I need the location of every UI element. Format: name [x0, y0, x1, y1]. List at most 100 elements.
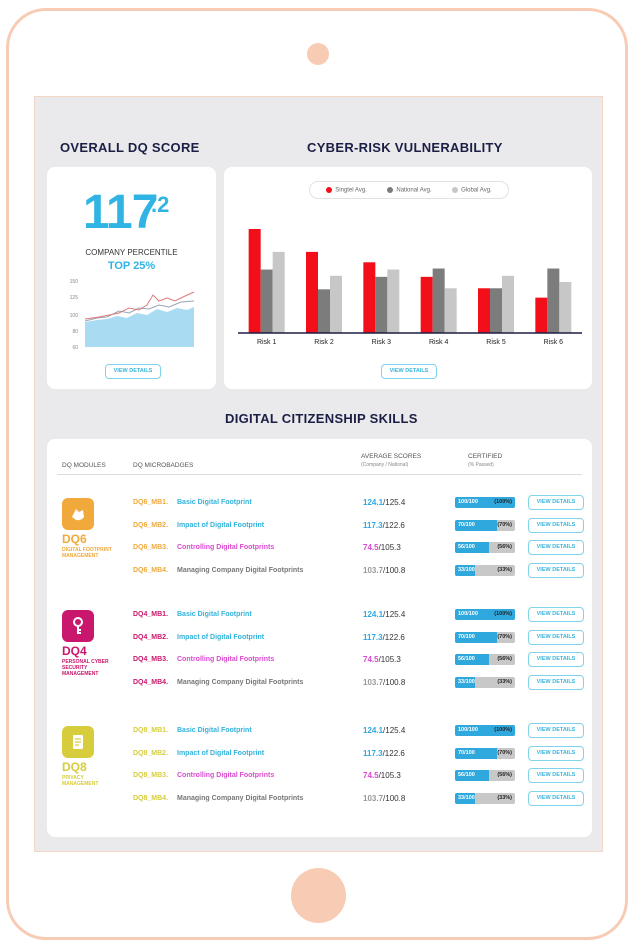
progress-fill: [455, 564, 475, 576]
certified-percent: (100%): [494, 611, 512, 617]
cyber-risk-title: CYBER-RISK VULNERABILITY: [307, 140, 503, 155]
bar-global: [502, 275, 514, 333]
microbadge-code: DQ8_MB2.: [133, 749, 169, 757]
row-view-details-button[interactable]: VIEW DETAILS: [528, 517, 584, 533]
average-score: 124.1/125.4: [363, 498, 405, 507]
bar-national: [490, 288, 502, 333]
legend-label-global: Global Avg.: [461, 187, 492, 194]
row-view-details-button[interactable]: VIEW DETAILS: [528, 723, 584, 738]
score-trend-chart: 150 125 100 80 60: [70, 279, 195, 351]
module-name: PERSONAL CYBER SECURITY MANAGEMENT: [62, 659, 109, 677]
average-score: 117.3/122.6: [363, 521, 405, 530]
microbadge-name[interactable]: Managing Company Digital Footprints: [177, 678, 304, 686]
national-score: /105.3: [378, 771, 401, 780]
national-score: /125.4: [383, 726, 406, 735]
microbadge-name[interactable]: Impact of Digital Footprint: [177, 633, 265, 641]
company-score: 103.7: [363, 677, 384, 687]
certified-percent: (33%): [497, 794, 512, 801]
x-tick-label: Risk 2: [314, 339, 334, 345]
module-code: DQ6: [62, 532, 87, 546]
national-score: /125.4: [383, 610, 406, 619]
legend-swatch-national: [387, 186, 394, 193]
x-tick-label: Risk 4: [429, 339, 449, 345]
row-view-details-button[interactable]: VIEW DETAILS: [528, 745, 584, 761]
certified-progress-bar: 70/100 (70%): [455, 519, 515, 531]
certified-fraction: 100/100: [458, 727, 478, 733]
microbadge-code: DQ4_MB1.: [133, 611, 169, 618]
bar-national: [375, 276, 388, 333]
microbadge-name[interactable]: Controlling Digital Footprints: [177, 544, 275, 551]
microbadge-name[interactable]: Managing Company Digital Footprints: [177, 566, 304, 574]
microbadge-name[interactable]: Basic Digital Footprint: [177, 611, 252, 618]
cyber-view-details-button[interactable]: VIEW DETAILS: [381, 364, 437, 379]
certified-fraction: 70/100: [458, 749, 475, 756]
certified-percent: (70%): [497, 633, 512, 640]
microbadge-name[interactable]: Impact of Digital Footprint: [177, 521, 265, 529]
progress-fill: [455, 654, 489, 665]
microbadge-name[interactable]: Controlling Digital Footprints: [177, 656, 275, 663]
microbadge-code: DQ8_MB3.: [133, 772, 169, 779]
module-name: DIGITAL FOOTPRINT MANAGEMENT: [62, 547, 112, 559]
average-score: 117.3/122.6: [363, 749, 405, 758]
row-view-details-button[interactable]: VIEW DETAILS: [528, 652, 584, 667]
certified-fraction: 70/100: [458, 633, 475, 640]
company-score: 74.5: [363, 543, 379, 552]
trend-y-tick: 125: [70, 295, 79, 301]
citizenship-card: DQ MODULES DQ MICROBADGES AVERAGE SCORES…: [47, 439, 592, 837]
bar-singtel: [306, 251, 318, 333]
progress-fill: [455, 747, 497, 759]
row-view-details-button[interactable]: VIEW DETAILS: [528, 768, 584, 783]
certified-progress-bar: 56/100 (56%): [455, 542, 515, 553]
overall-score-decimal: .2: [151, 192, 170, 217]
row-view-details-button[interactable]: VIEW DETAILS: [528, 540, 584, 555]
row-view-details-button[interactable]: VIEW DETAILS: [528, 790, 584, 806]
bar-national: [260, 269, 273, 333]
bar-global: [444, 288, 457, 333]
row-view-details-button[interactable]: VIEW DETAILS: [528, 607, 584, 622]
progress-fill: [455, 542, 489, 553]
national-score: /105.3: [378, 543, 401, 552]
certified-progress-bar: 100/100 (100%): [455, 497, 515, 508]
average-score: 117.3/122.6: [363, 633, 405, 642]
overall-view-details-button[interactable]: VIEW DETAILS: [105, 364, 161, 379]
certified-progress-bar: 33/100 (33%): [455, 564, 515, 576]
average-score: 74.5/105.3: [363, 771, 401, 780]
header-average-scores: AVERAGE SCORES: [361, 453, 422, 460]
header-certified: CERTIFIED: [468, 453, 503, 460]
company-score: 117.3: [363, 520, 383, 530]
row-view-details-button[interactable]: VIEW DETAILS: [528, 495, 584, 510]
microbadge-name[interactable]: Basic Digital Footprint: [177, 499, 252, 506]
certified-fraction: 70/100: [458, 521, 475, 528]
module-code: DQ8: [62, 760, 87, 774]
row-view-details-button[interactable]: VIEW DETAILS: [528, 674, 584, 690]
legend-swatch-singtel: [326, 186, 333, 193]
microbadge-name[interactable]: Controlling Digital Footprints: [177, 772, 275, 779]
bar-singtel: [248, 229, 261, 333]
row-view-details-button[interactable]: VIEW DETAILS: [528, 562, 584, 578]
microbadge-name[interactable]: Basic Digital Footprint: [177, 727, 252, 734]
microbadge-name[interactable]: Managing Company Digital Footprints: [177, 794, 304, 802]
bar-singtel: [478, 288, 490, 333]
microbadge-code: DQ6_MB2.: [133, 521, 169, 529]
average-score: 124.1/125.4: [363, 610, 405, 619]
area-series: [85, 307, 194, 347]
bar-global: [272, 251, 285, 333]
home-button[interactable]: [291, 868, 346, 923]
header-microbadges: DQ MICROBADGES: [133, 462, 194, 469]
progress-fill: [455, 497, 515, 508]
national-score: /100.8: [383, 677, 406, 687]
certified-progress-bar: 56/100 (56%): [455, 654, 515, 665]
trend-y-tick: 80: [72, 329, 78, 335]
line-series-grey: [84, 300, 195, 322]
trend-y-tick: 150: [70, 279, 79, 285]
bar-global: [330, 275, 342, 333]
bar-global: [387, 269, 400, 333]
company-score: 103.7: [363, 793, 384, 803]
certified-fraction: 33/100: [458, 794, 475, 801]
progress-fill: [455, 725, 515, 736]
average-score: 124.1/125.4: [363, 726, 405, 735]
row-view-details-button[interactable]: VIEW DETAILS: [528, 629, 584, 645]
x-tick-label: Risk 5: [486, 339, 506, 345]
microbadge-name[interactable]: Impact of Digital Footprint: [177, 749, 265, 757]
cyber-risk-card: Singtel Avg. National Avg. Global Avg. R…: [224, 167, 592, 389]
